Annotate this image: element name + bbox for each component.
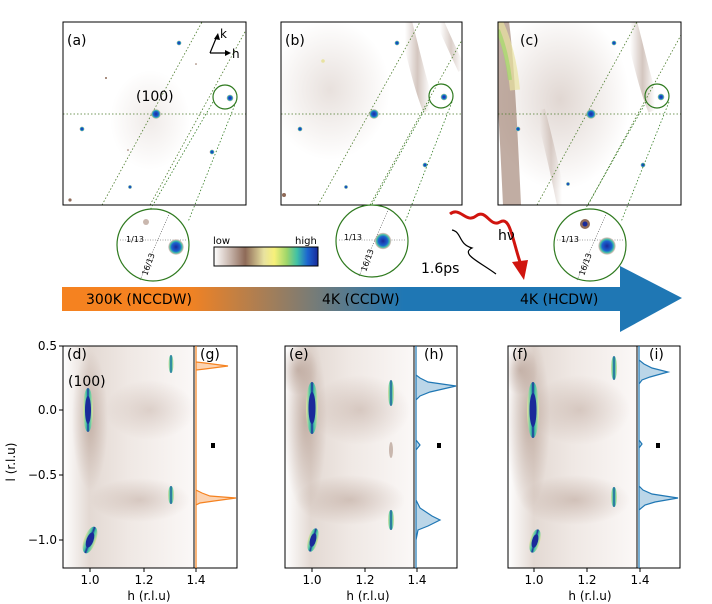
x-tick-e-1.4: 1.4 [407,573,426,587]
colorbar-low-label: low [213,236,230,247]
line-profile-panel-i: (i) [636,345,681,569]
panel-label-i: (i) [649,347,664,363]
x-axis-label-f: h (r.l.u) [568,589,611,603]
panel-label-b: (b) [285,33,305,49]
x-tick-f-1.2: 1.2 [577,573,596,587]
colorbar: low high [213,236,319,267]
x-tick-e-1.0: 1.0 [302,573,321,587]
line-profile-panel-g: (g) [193,345,238,569]
hl-map-panel-d: (d) (100) [62,345,195,569]
zoom-inset-a: 1/13 16/13 [116,101,237,282]
panel-label-f: (f) [512,347,528,363]
hl-map-panel-e: (e) [284,345,415,569]
zoom-inset-c: 1/13 16/13 [553,101,670,282]
x-axis-f: 1.0 1.2 1.4 h (r.l.u) [524,568,650,603]
colorbar-high-label: high [295,236,317,247]
y-axis-label: l (r.l.u) [4,443,18,482]
line-profile-h [415,346,457,568]
line-profile-i [638,346,679,568]
panel-label-h: (h) [424,347,444,363]
x-tick-f-1.4: 1.4 [630,573,649,587]
x-tick-f-1.0: 1.0 [524,573,543,587]
x-tick-d-1.4: 1.4 [186,573,205,587]
axis-k-label: k [220,27,227,41]
y-tick-neg-1.0: −1.0 [28,533,57,547]
delay-label: 1.6ps [421,261,459,277]
y-axis: l (r.l.u) 0.5 0.0 −0.5 −1.0 [4,339,63,547]
error-bar-h [437,443,441,448]
zoom-inset-b: 1/13 16/13 [335,101,453,278]
diffraction-panel-a: (a) (100) k h [62,21,247,206]
hl-map-panel-f: (f) [507,345,638,569]
panel-label-g: (g) [200,347,220,363]
x-tick-e-1.2: 1.2 [355,573,374,587]
line-profile-g [195,346,237,568]
arrow-label-hcdw: 4K (HCDW) [520,292,598,308]
x-axis-label-e: h (r.l.u) [346,589,389,603]
delay-brace [451,229,497,275]
zoom-label-1-13-c: 1/13 [561,235,579,244]
line-profile-panel-h: (h) [413,345,458,569]
temperature-arrow: 300K (NCCDW) 4K (CCDW) 4K (HCDW) [62,266,682,332]
pump-annotation: hν 1.6ps [421,210,528,280]
colorbar-bar [213,246,319,267]
y-tick-0.5: 0.5 [38,339,57,353]
panel-label-c: (c) [520,33,539,49]
photon-label: hν [498,228,515,244]
x-axis-d: 1.0 1.2 1.4 h (r.l.u) [80,568,206,603]
photon-arrow-head [512,260,528,280]
zoom-label-1-13-a: 1/13 [126,235,144,244]
arrow-label-ccdw: 4K (CCDW) [322,292,400,308]
photon-wavy-arrow [449,210,522,263]
x-axis-label-d: h (r.l.u) [127,589,170,603]
y-tick-neg-0.5: −0.5 [28,468,57,482]
arrow-label-nccdw: 300K (NCCDW) [86,292,192,308]
peak-label-100-bottom: (100) [68,374,106,390]
panel-label-d: (d) [67,347,87,363]
x-axis-e: 1.0 1.2 1.4 h (r.l.u) [302,568,427,603]
diffraction-panel-b: (b) [280,21,463,206]
x-tick-d-1.2: 1.2 [134,573,153,587]
axis-h-label: h [232,47,240,61]
x-tick-d-1.0: 1.0 [80,573,99,587]
error-bar-i [656,443,660,448]
error-bar-g [211,443,215,448]
panel-label-a: (a) [67,33,87,49]
panel-label-e: (e) [289,347,309,363]
y-tick-0.0: 0.0 [38,403,57,417]
reciprocal-axes-arrows: k h [209,27,240,61]
zoom-label-1-13-b: 1/13 [344,233,362,242]
peak-label-100-top: (100) [136,89,174,105]
diffraction-panel-c: (c) [497,21,682,206]
